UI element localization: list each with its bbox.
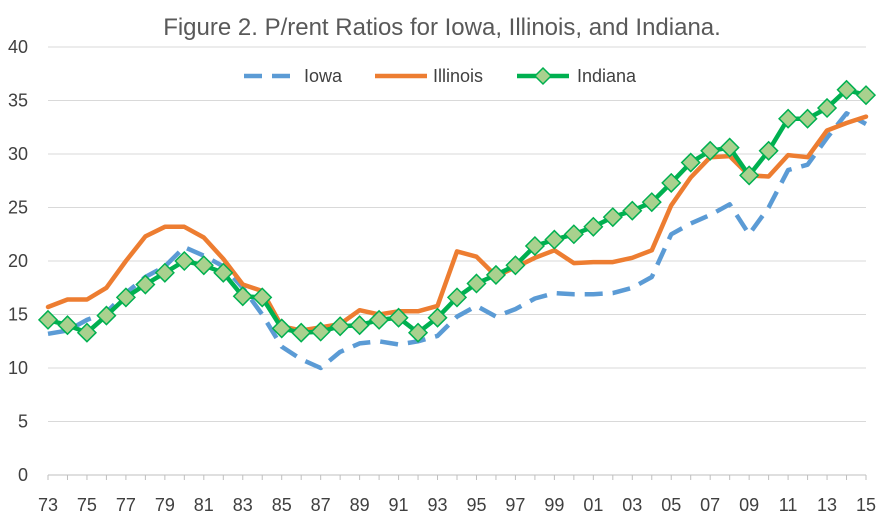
y-tick-label: 30: [8, 144, 28, 164]
data-point-indiana: [505, 255, 526, 276]
data-point-indiana: [524, 235, 545, 257]
y-tick-label: 25: [8, 198, 28, 218]
y-tick-label: 0: [18, 465, 28, 485]
data-point-indiana: [37, 309, 59, 330]
data-point-indiana: [466, 273, 487, 294]
y-tick-label: 5: [18, 412, 28, 432]
data-point-indiana: [719, 137, 740, 158]
data-point-indiana: [739, 165, 760, 186]
x-tick-label: 77: [116, 495, 136, 515]
x-tick-label: 99: [544, 495, 564, 515]
data-point-indiana: [330, 316, 351, 337]
data-point-indiana: [369, 309, 390, 330]
data-point-indiana: [174, 250, 195, 272]
legend-marker-indiana: [533, 66, 553, 86]
x-tick-label: 73: [38, 495, 58, 515]
data-point-indiana: [544, 229, 565, 250]
legend-label-iowa: Iowa: [304, 66, 343, 86]
x-tick-label: 95: [466, 495, 486, 515]
data-point-indiana: [135, 274, 156, 295]
x-tick-label: 03: [622, 495, 642, 515]
y-tick-label: 10: [8, 358, 28, 378]
x-tick-label: 83: [233, 495, 253, 515]
data-point-indiana: [563, 224, 584, 245]
legend-label-indiana: Indiana: [577, 66, 637, 86]
series-group: [37, 79, 877, 371]
data-point-indiana: [271, 318, 292, 339]
y-axis-ticks: 0 5 10 15 20 25 30 35 40: [8, 37, 28, 485]
data-point-indiana: [310, 321, 331, 342]
data-point-indiana: [583, 216, 604, 237]
data-point-indiana: [641, 192, 662, 213]
data-point-indiana: [446, 287, 468, 308]
data-point-indiana: [661, 172, 682, 193]
data-point-indiana: [407, 322, 429, 343]
data-point-indiana: [816, 97, 838, 119]
x-tick-label: 79: [155, 495, 175, 515]
x-tick-label: 11: [779, 495, 798, 515]
x-tick-label: 91: [389, 495, 409, 515]
x-tick-label: 07: [700, 495, 720, 515]
legend-label-illinois: Illinois: [433, 66, 483, 86]
gridlines: [48, 46, 866, 422]
x-tick-label: 87: [311, 495, 331, 515]
data-point-indiana: [213, 262, 234, 283]
data-point-indiana: [758, 140, 779, 161]
data-point-indiana: [349, 315, 370, 336]
data-point-indiana: [836, 79, 857, 100]
y-tick-label: 35: [8, 91, 28, 111]
x-tick-label: 09: [739, 495, 759, 515]
data-point-indiana: [602, 207, 623, 228]
x-tick-label: 05: [661, 495, 681, 515]
data-point-indiana: [680, 152, 701, 173]
y-tick-label: 40: [8, 37, 28, 57]
data-point-indiana: [115, 287, 136, 308]
x-tick-label: 85: [272, 495, 292, 515]
data-point-indiana: [193, 255, 214, 276]
data-point-indiana: [76, 322, 98, 343]
x-tick-label: 93: [428, 495, 448, 515]
data-point-indiana: [797, 108, 818, 129]
data-point-indiana: [855, 85, 877, 106]
legend: Iowa Illinois Indiana: [244, 66, 637, 86]
data-point-indiana: [427, 307, 448, 328]
data-point-indiana: [778, 108, 799, 129]
data-point-indiana: [388, 307, 409, 328]
y-tick-label: 15: [8, 305, 28, 325]
data-point-indiana: [154, 262, 175, 283]
x-tick-label: 89: [350, 495, 370, 515]
data-point-indiana: [622, 200, 643, 221]
x-tick-label: 81: [194, 495, 214, 515]
x-tick-label: 97: [505, 495, 525, 515]
x-tick-label: 75: [77, 495, 97, 515]
x-tick-label: 01: [583, 495, 603, 515]
series-line-iowa: [47, 111, 868, 371]
data-point-indiana: [291, 322, 312, 343]
x-tick-label: 13: [817, 495, 837, 515]
y-tick-label: 20: [8, 251, 28, 271]
data-point-indiana: [232, 286, 253, 307]
x-axis-ticks: 73 75 77 79 81 83 85 87 89 91 93 95 97 99 01 03 05 07 09 11…: [38, 475, 876, 515]
data-point-indiana: [485, 264, 507, 285]
data-point-indiana: [700, 140, 721, 161]
chart-title: Figure 2. P/rent Ratios for Iowa, Illino…: [163, 14, 721, 41]
data-point-indiana: [57, 315, 78, 336]
data-point-indiana: [96, 305, 117, 326]
x-tick-label: 15: [856, 495, 876, 515]
data-point-indiana: [252, 287, 273, 308]
